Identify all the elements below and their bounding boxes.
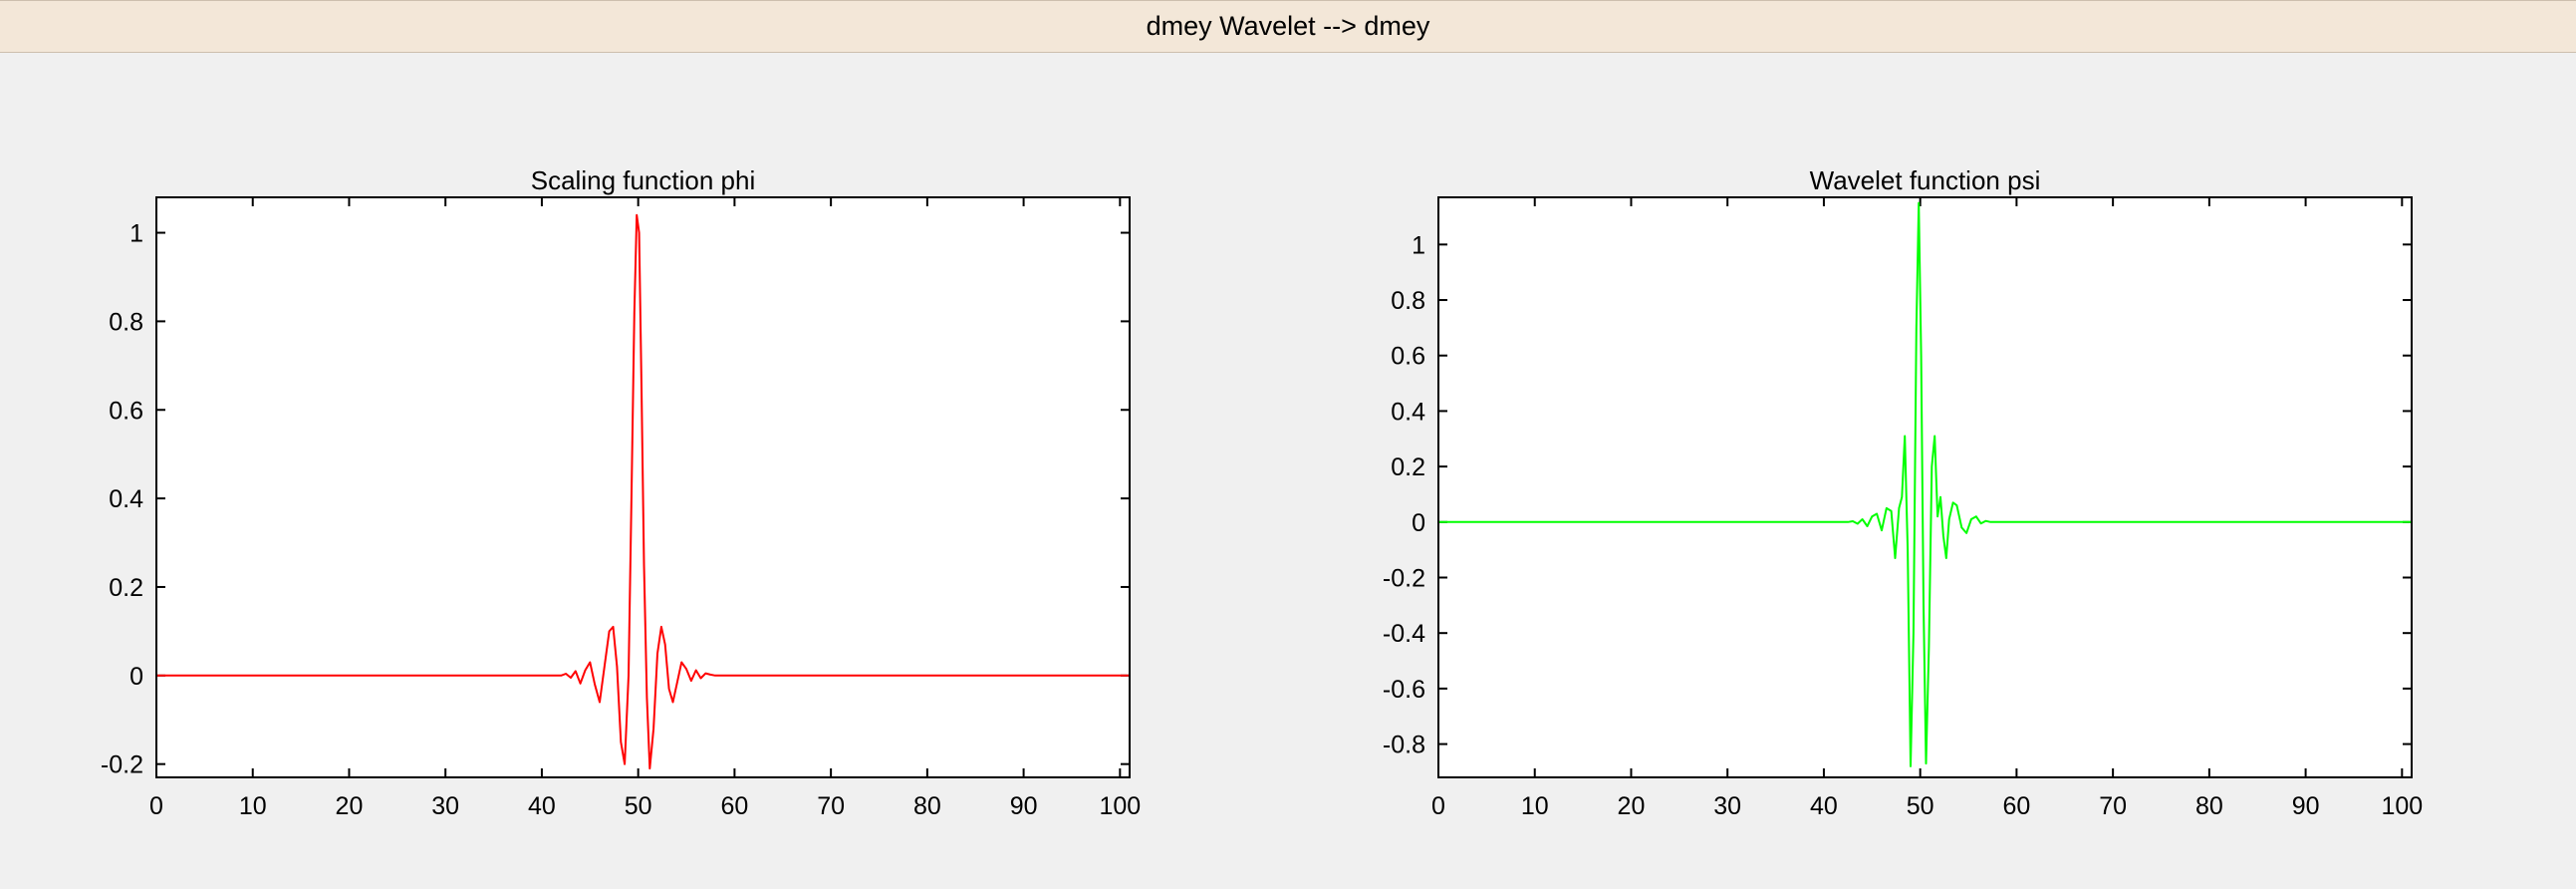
chart-1-xtick-label: 80 <box>2195 792 2223 820</box>
chart-1-ytick-label: -0.2 <box>1383 565 1425 593</box>
chart-1-xtick-label: 90 <box>2292 792 2320 820</box>
chart-0-xtick-label: 10 <box>239 792 267 820</box>
chart-1-xtick-label: 20 <box>1618 792 1646 820</box>
chart-0-xtick-label: 100 <box>1099 792 1141 820</box>
window-title-bar: dmey Wavelet --> dmey <box>0 0 2576 53</box>
chart-0-ytick-label: 0.8 <box>109 308 143 336</box>
chart-1-ytick-label: 1 <box>1412 231 1425 259</box>
chart-0-xtick-label: 30 <box>431 792 459 820</box>
chart-0-axes-box <box>155 196 1131 778</box>
chart-1-xtick-label: 40 <box>1810 792 1838 820</box>
chart-0-xtick-label: 50 <box>625 792 652 820</box>
chart-0-ytick-label: 0.2 <box>109 574 143 602</box>
chart-0-xtick-label: 20 <box>336 792 364 820</box>
chart-1-xtick-label: 60 <box>2002 792 2030 820</box>
chart-1-xtick-label: 50 <box>1907 792 1934 820</box>
chart-0-xtick-label: 70 <box>817 792 845 820</box>
window-title: dmey Wavelet --> dmey <box>1146 11 1430 41</box>
chart-1-xtick-label: 70 <box>2099 792 2127 820</box>
chart-0-ytick-label: 0.4 <box>109 485 143 513</box>
chart-0-xtick-label: 40 <box>528 792 556 820</box>
chart-0-ytick-label: 0 <box>129 663 143 691</box>
chart-0-xtick-label: 60 <box>720 792 748 820</box>
chart-1-ytick-label: -0.6 <box>1383 676 1425 704</box>
chart-1-series-line-0 <box>1438 201 2412 767</box>
chart-1-ytick-label: 0.4 <box>1391 398 1425 426</box>
chart-0-xtick-label: 0 <box>149 792 163 820</box>
chart-1-ytick-label: 0.6 <box>1391 343 1425 371</box>
chart-1-xtick-label: 30 <box>1713 792 1741 820</box>
chart-1-ytick-label: 0.2 <box>1391 453 1425 481</box>
chart-1-ytick-label: 0.8 <box>1391 287 1425 315</box>
chart-0-xtick-label: 90 <box>1010 792 1038 820</box>
chart-0-ytick-label: 1 <box>129 220 143 248</box>
chart-0-ytick-label: 0.6 <box>109 397 143 425</box>
chart-1-xtick-label: 0 <box>1431 792 1445 820</box>
chart-1-ytick-label: -0.8 <box>1383 732 1425 759</box>
chart-0-series-line-0 <box>156 213 1130 770</box>
chart-1-axes-box <box>1437 196 2413 778</box>
chart-1-ytick-label: 0 <box>1412 509 1425 537</box>
chart-0-title: Scaling function phi <box>531 165 755 195</box>
chart-1-ytick-label: -0.4 <box>1383 620 1425 648</box>
chart-1-title: Wavelet function psi <box>1810 165 2041 195</box>
chart-0-xtick-label: 80 <box>913 792 941 820</box>
chart-1-xtick-label: 100 <box>2381 792 2423 820</box>
chart-1-xtick-label: 10 <box>1521 792 1549 820</box>
chart-0-ytick-label: -0.2 <box>101 751 143 779</box>
